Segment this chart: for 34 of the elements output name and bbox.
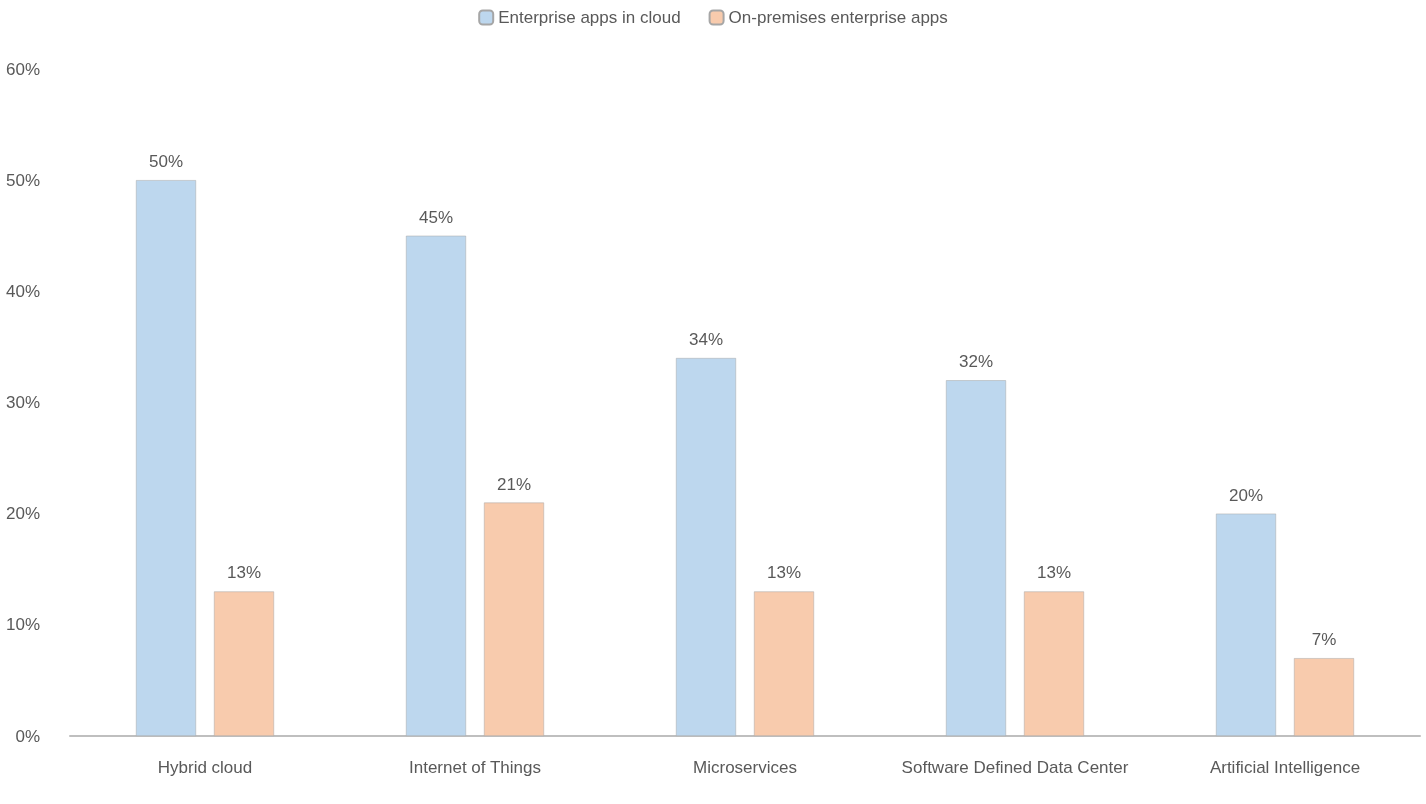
legend-label: On-premises enterprise apps [728, 8, 948, 27]
data-label: 21% [496, 474, 532, 494]
data-label: 13% [1036, 563, 1072, 583]
bar [1024, 591, 1084, 736]
bar [214, 591, 274, 736]
y-tick-label: 30% [5, 393, 40, 412]
data-label: 50% [148, 152, 184, 172]
y-tick-label: 40% [5, 281, 40, 301]
y-tick-label: 50% [5, 170, 40, 190]
data-label: 7% [1311, 630, 1337, 650]
bar [136, 180, 196, 736]
bar [676, 358, 736, 736]
data-label: 13% [226, 563, 262, 583]
y-tick-label: 20% [5, 504, 40, 524]
y-tick-label: 60% [5, 59, 40, 79]
x-tick-label: Hybrid cloud [157, 757, 253, 777]
x-tick-label: Software Defined Data Center [901, 757, 1129, 777]
bar [406, 235, 466, 736]
data-label: 13% [766, 563, 802, 583]
data-label: 32% [958, 352, 994, 372]
data-label: 45% [418, 207, 454, 227]
y-tick-label: 0% [15, 726, 40, 746]
bar [754, 591, 814, 736]
bar [1216, 513, 1276, 736]
x-tick-label: Microservices [693, 757, 797, 777]
x-tick-label: Artificial Intelligence [1209, 757, 1361, 777]
data-label: 20% [1228, 485, 1264, 505]
bar [946, 380, 1006, 736]
legend-label: Enterprise apps in cloud [498, 8, 681, 27]
bar [1294, 658, 1354, 736]
data-label: 34% [688, 330, 724, 350]
y-tick-label: 10% [5, 615, 40, 635]
x-tick-label: Internet of Things [409, 757, 541, 777]
bar [484, 502, 544, 736]
